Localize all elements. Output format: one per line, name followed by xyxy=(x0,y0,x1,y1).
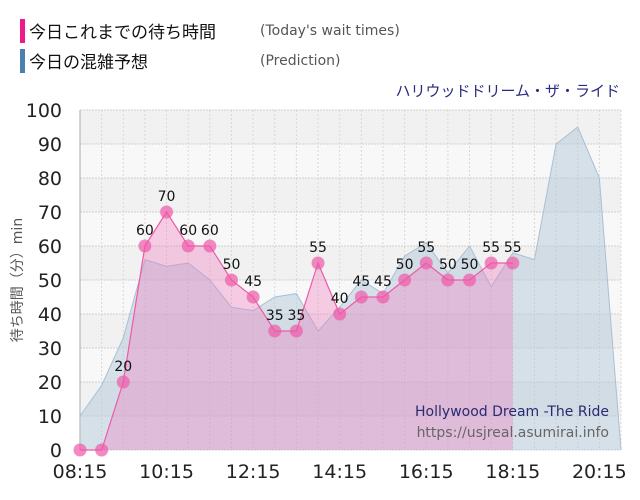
today-point xyxy=(116,375,130,389)
legend-prediction: 今日の混雑予想 (Prediction) xyxy=(20,48,340,73)
data-label: 35 xyxy=(266,308,284,324)
today-point xyxy=(95,443,109,457)
legend-swatch-today xyxy=(20,18,25,43)
today-point xyxy=(224,273,238,287)
data-label: 60 xyxy=(201,223,219,239)
today-point xyxy=(333,307,347,321)
data-label: 45 xyxy=(352,274,370,290)
today-point xyxy=(441,273,455,287)
data-label: 55 xyxy=(309,240,327,256)
today-point xyxy=(506,256,520,270)
prediction-line xyxy=(79,126,622,451)
y-tick-label: 10 xyxy=(38,406,62,428)
today-point xyxy=(268,324,282,338)
data-label: 70 xyxy=(158,189,176,205)
today-point xyxy=(376,290,390,304)
y-tick-label: 80 xyxy=(38,168,62,190)
x-tick-label: 18:15 xyxy=(485,461,540,483)
x-tick-label: 20:15 xyxy=(572,461,627,483)
y-tick-label: 50 xyxy=(38,270,62,292)
legend-swatch-prediction xyxy=(20,48,25,73)
today-point xyxy=(463,273,477,287)
y-tick-label: 60 xyxy=(38,236,62,258)
data-label: 50 xyxy=(223,257,241,273)
today-point xyxy=(484,256,498,270)
legend-label-today: 今日これまでの待ち時間 xyxy=(29,23,216,43)
data-label: 40 xyxy=(331,291,349,307)
legend-label-prediction: 今日の混雑予想 xyxy=(29,53,148,73)
today-point xyxy=(246,290,260,304)
data-label: 35 xyxy=(287,308,305,324)
x-tick-label: 16:15 xyxy=(399,461,454,483)
today-point xyxy=(311,256,325,270)
data-label: 50 xyxy=(439,257,457,273)
today-point xyxy=(73,443,87,457)
data-label: 55 xyxy=(482,240,500,256)
data-label: 55 xyxy=(504,240,522,256)
y-tick-label: 20 xyxy=(38,372,62,394)
data-label: 45 xyxy=(374,274,392,290)
x-tick-label: 10:15 xyxy=(139,461,194,483)
prediction-area xyxy=(80,127,621,450)
watermark-title: Hollywood Dream -The Ride xyxy=(415,404,609,420)
data-label: 60 xyxy=(136,223,154,239)
data-label: 45 xyxy=(244,274,262,290)
grid-band xyxy=(80,144,621,178)
today-point xyxy=(289,324,303,338)
x-tick-label: 08:15 xyxy=(53,461,108,483)
today-point xyxy=(354,290,368,304)
data-label: 55 xyxy=(417,240,435,256)
today-point xyxy=(398,273,412,287)
y-tick-label: 0 xyxy=(50,440,62,462)
today-point xyxy=(160,205,174,219)
legend-today: 今日これまでの待ち時間 (Today's wait times) xyxy=(20,18,400,43)
x-tick-label: 14:15 xyxy=(312,461,367,483)
today-point xyxy=(203,239,217,253)
data-label: 60 xyxy=(179,223,197,239)
y-tick-label: 70 xyxy=(38,202,62,224)
y-tick-label: 100 xyxy=(26,100,62,122)
today-point xyxy=(181,239,195,253)
ride-name: ハリウッドドリーム・ザ・ライド xyxy=(395,82,620,100)
legend-sub-prediction: (Prediction) xyxy=(260,52,341,69)
y-tick-label: 40 xyxy=(38,304,62,326)
x-tick-label: 12:15 xyxy=(226,461,281,483)
y-tick-label: 30 xyxy=(38,338,62,360)
y-tick-label: 90 xyxy=(38,134,62,156)
watermark-url: https://usjreal.asumirai.info xyxy=(417,425,609,441)
grid-band xyxy=(80,178,621,212)
today-point xyxy=(419,256,433,270)
data-label: 50 xyxy=(396,257,414,273)
data-label: 20 xyxy=(114,359,132,375)
grid-band xyxy=(80,110,621,144)
y-axis-label: 待ち時間（分）min xyxy=(10,218,26,342)
data-label: 50 xyxy=(461,257,479,273)
today-point xyxy=(138,239,152,253)
legend-sub-today: (Today's wait times) xyxy=(260,22,400,39)
